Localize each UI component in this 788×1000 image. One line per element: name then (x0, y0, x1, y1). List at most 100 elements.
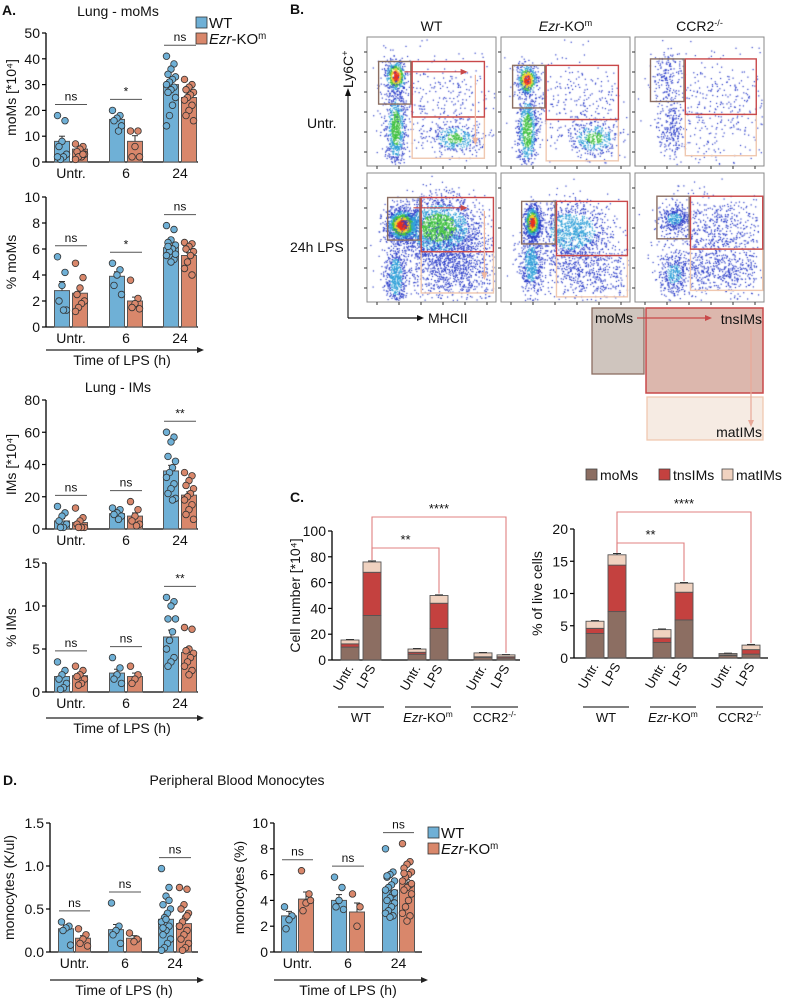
y-tick-label: 8 (32, 215, 40, 231)
data-point (79, 273, 87, 282)
label-part: m (446, 709, 453, 719)
gate-matims (684, 113, 757, 157)
data-point (108, 259, 117, 267)
group-label: Ezr-KOm (403, 709, 453, 725)
scheme-tnsims-box (645, 307, 764, 394)
data-point (56, 523, 65, 532)
comparison-label: ** (645, 527, 655, 542)
data-point (171, 615, 180, 623)
gate-moms (386, 196, 421, 241)
y-axis-label: % of live cells (529, 551, 545, 636)
data-point (110, 117, 118, 125)
bar-segment-moMs (585, 633, 605, 659)
data-point (53, 658, 62, 666)
data-point (159, 901, 167, 909)
panel-label-a: A. (2, 2, 16, 18)
y-tick-label: 15 (24, 555, 40, 571)
x-tick-label: 6 (121, 955, 129, 971)
label-part: WT (351, 710, 371, 725)
data-point (168, 496, 177, 504)
data-point (110, 675, 118, 683)
data-point (188, 625, 196, 633)
data-point (164, 242, 172, 251)
data-point (167, 258, 175, 266)
data-point (73, 290, 81, 299)
flow-column-header: WT (421, 18, 443, 34)
data-point (165, 896, 173, 905)
bar-segment-tnsIMs (362, 571, 382, 616)
data-point (162, 221, 171, 230)
data-point (164, 88, 172, 97)
bar-segment-tnsIMs (340, 643, 360, 648)
y-tick-label: 50 (24, 25, 40, 41)
data-point (338, 883, 346, 892)
data-point (335, 896, 343, 905)
data-point (128, 303, 136, 312)
y-tick-label: 1.5 (25, 815, 45, 831)
data-point (135, 153, 144, 161)
data-point (305, 890, 313, 898)
legend-cells: moMs tnsIMs matIMs (585, 467, 782, 483)
bar-segment-moMs (362, 615, 382, 661)
y-tick-label: 15 (552, 553, 568, 569)
data-point (180, 623, 189, 632)
x-tick-label: 24 (172, 330, 188, 346)
legend-label-wt: WT (209, 15, 232, 32)
flow-gates-ezr-ko-lps (498, 172, 631, 305)
plot-frame (634, 36, 765, 167)
data-point (168, 101, 177, 109)
label-part: WT (421, 18, 443, 34)
comparison-bracket (616, 511, 752, 644)
bar-segment-tnsIMs (429, 602, 449, 629)
scheme-moms-label: moMs (595, 310, 633, 326)
y-tick-label: 40 (310, 600, 326, 616)
x-tick-label: 6 (122, 165, 130, 181)
data-point (61, 117, 69, 125)
y-axis-label: % moMs (3, 235, 19, 289)
panel-label-c: C. (290, 489, 304, 505)
flow-gates-ccr2-untr (632, 36, 765, 169)
data-point (108, 653, 117, 662)
y-tick-label: 0 (32, 684, 40, 700)
label-part: WT (596, 710, 616, 725)
condition-label: Untr. (642, 660, 669, 691)
data-point (113, 271, 121, 279)
label-part: + (340, 51, 350, 56)
scheme-arrow-mo-tns-head (705, 315, 712, 321)
y-tick-label: 20 (24, 489, 40, 505)
bar-segment-matIMs (718, 653, 738, 656)
condition-label: LPS (487, 662, 512, 691)
data-point (177, 935, 185, 943)
data-point (132, 522, 141, 530)
data-point (182, 111, 190, 120)
time-arrow-head (421, 977, 428, 983)
condition-label: LPS (732, 660, 757, 689)
flow-plot-wt-untr (367, 37, 496, 166)
plot-frame (500, 172, 631, 303)
data-point (59, 306, 68, 314)
legend-swatch-moMs (585, 468, 598, 481)
data-point (83, 942, 92, 950)
data-point (76, 284, 84, 292)
data-point (404, 896, 413, 905)
y-tick-label: 5 (560, 618, 568, 634)
significance-label: ** (175, 571, 185, 585)
y-tick-label: 8 (260, 841, 268, 857)
data-point (135, 305, 144, 313)
data-point (114, 127, 123, 135)
condition-label: LPS (598, 660, 623, 689)
data-point (53, 502, 62, 511)
x-tick-label: 24 (167, 955, 183, 971)
data-point (128, 517, 136, 525)
label-part: Ezr (539, 18, 561, 34)
data-point (189, 117, 198, 125)
y-tick-label: 60 (24, 424, 40, 440)
ly6c-arrow-head (345, 88, 351, 96)
label-part: -/- (714, 18, 723, 28)
label-part: CCR2 (718, 710, 753, 725)
label-part: Ly6C (340, 56, 356, 88)
x-tick-label: 6 (122, 695, 130, 711)
data-point (131, 142, 139, 151)
y-tick-label: 40 (24, 457, 40, 473)
